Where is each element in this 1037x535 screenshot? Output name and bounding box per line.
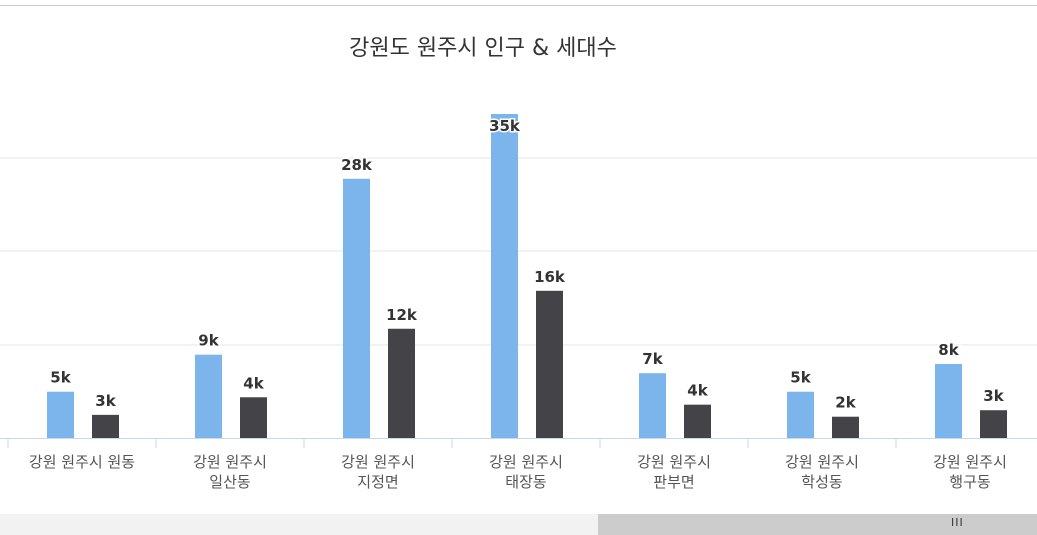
x-tick-label: 강원 원주시 [785, 453, 859, 471]
bar [935, 363, 962, 438]
bar [684, 404, 711, 438]
x-tick-label: 행구동 [949, 473, 991, 491]
data-label: 8k [938, 341, 959, 359]
x-tick-label: 지정면 [357, 473, 398, 491]
data-label: 2k [835, 394, 856, 412]
x-tick-label: 학성동 [801, 473, 843, 491]
data-label: 4k [687, 382, 708, 400]
bar [980, 410, 1007, 438]
top-border [0, 5, 1037, 6]
chart-title: 강원도 원주시 인구 & 세대수 [349, 36, 617, 61]
bar [787, 391, 814, 438]
scrollbar-grip-icon[interactable]: III [951, 516, 964, 529]
data-label: 3k [95, 392, 116, 410]
data-label: 28k [341, 156, 373, 174]
data-label: 4k [243, 374, 264, 392]
data-label: 7k [642, 350, 663, 368]
bar [195, 354, 222, 438]
x-tick-label: 강원 원주시 [637, 453, 711, 471]
bar [536, 290, 563, 438]
data-label: 35k [489, 117, 521, 135]
x-tick-label: 강원 원주시 [489, 453, 563, 471]
x-tick-label: 일산동 [209, 473, 251, 491]
scrollbar-thumb[interactable] [598, 514, 1037, 535]
data-label: 5k [50, 369, 71, 387]
data-label: 9k [198, 332, 219, 350]
bar [639, 373, 666, 438]
chart-plot: 5k 9k 28k 35k 7k 5k 8k 3k 4k 12k 16k 4k 2k 3k 강원 원주시 원… [0, 114, 1037, 491]
x-tick-label: 태장동 [505, 473, 547, 491]
x-tick-label: 강원 원주시 [193, 453, 267, 471]
bar [388, 328, 415, 438]
bar [47, 391, 74, 438]
x-tick-label: 판부면 [653, 473, 694, 491]
x-tick-label: 강원 원주시 [341, 453, 415, 471]
bar [832, 416, 859, 438]
bar [92, 414, 119, 438]
x-tick-label: 강원 원주시 원동 [29, 453, 135, 471]
bar [491, 114, 518, 438]
x-tick-label: 강원 원주시 [933, 453, 1007, 471]
data-label: 5k [790, 369, 811, 387]
data-label: 3k [983, 387, 1004, 405]
bar [343, 178, 370, 439]
data-label: 16k [534, 268, 566, 286]
data-label: 12k [386, 306, 418, 324]
bar [240, 397, 267, 438]
